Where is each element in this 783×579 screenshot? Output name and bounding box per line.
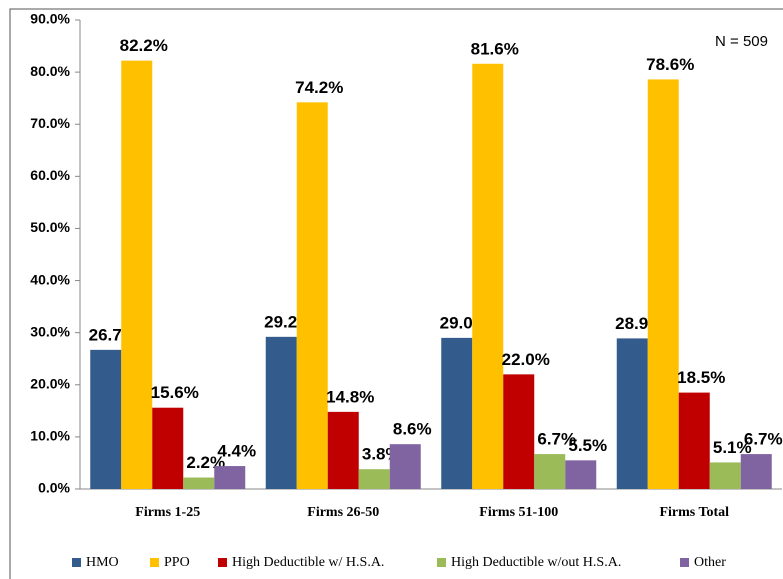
value-label: 22.0% <box>502 350 550 369</box>
x-tick-label: Firms 26-50 <box>307 505 379 520</box>
value-label: 6.7% <box>537 430 576 449</box>
value-label: 74.2% <box>295 78 343 97</box>
legend-label: High Deductible w/ H.S.A. <box>232 555 384 570</box>
value-label: 5.1% <box>713 438 752 457</box>
bar <box>565 460 597 489</box>
bar <box>740 454 772 489</box>
bar <box>389 444 421 489</box>
bar <box>121 60 153 489</box>
legend-swatch <box>437 558 446 567</box>
value-label: 4.4% <box>217 442 256 461</box>
y-tick-label: 20.0% <box>30 375 70 391</box>
y-tick-label: 80.0% <box>30 63 70 79</box>
legend-label: HMO <box>86 555 119 570</box>
y-tick-label: 10.0% <box>30 428 70 444</box>
frame <box>9 8 783 579</box>
legend-swatch <box>218 558 227 567</box>
bar <box>214 466 246 489</box>
y-tick-label: 70.0% <box>30 115 70 131</box>
bar <box>183 477 215 489</box>
bar <box>616 338 648 489</box>
bar <box>358 469 390 489</box>
legend-label: Other <box>694 555 726 570</box>
bar <box>534 454 566 489</box>
bar <box>441 337 473 489</box>
x-tick-label: Firms 51-100 <box>479 505 558 520</box>
legend-swatch <box>150 558 159 567</box>
bar <box>327 411 359 489</box>
bar <box>678 392 710 489</box>
value-label: 14.8% <box>326 387 374 406</box>
value-label: 78.6% <box>646 55 694 74</box>
y-tick-label: 30.0% <box>30 323 70 339</box>
annotation: N = 509 <box>715 33 768 50</box>
value-label: 18.5% <box>677 368 725 387</box>
value-label: 5.5% <box>568 436 607 455</box>
y-tick-label: 90.0% <box>30 11 70 27</box>
bar <box>647 79 679 489</box>
y-tick-label: 60.0% <box>30 167 70 183</box>
y-tick-label: 50.0% <box>30 219 70 235</box>
bar <box>503 374 535 489</box>
x-tick-label: Firms Total <box>659 505 729 520</box>
y-tick-label: 40.0% <box>30 271 70 287</box>
bar <box>152 407 184 489</box>
value-label: 82.2% <box>120 36 168 55</box>
bar <box>472 63 504 489</box>
bar <box>296 102 328 489</box>
value-label: 15.6% <box>151 383 199 402</box>
legend-swatch <box>72 558 81 567</box>
legend-label: PPO <box>164 555 190 570</box>
value-label: 81.6% <box>471 39 519 58</box>
legend-swatch <box>680 558 689 567</box>
y-tick-label: 0.0% <box>38 480 70 496</box>
value-label: 8.6% <box>393 420 432 439</box>
bar <box>709 462 741 489</box>
bar <box>90 349 122 489</box>
bar <box>265 336 297 489</box>
x-tick-label: Firms 1-25 <box>135 505 200 520</box>
value-label: 6.7% <box>744 430 783 449</box>
legend-label: High Deductible w/out H.S.A. <box>451 555 621 570</box>
